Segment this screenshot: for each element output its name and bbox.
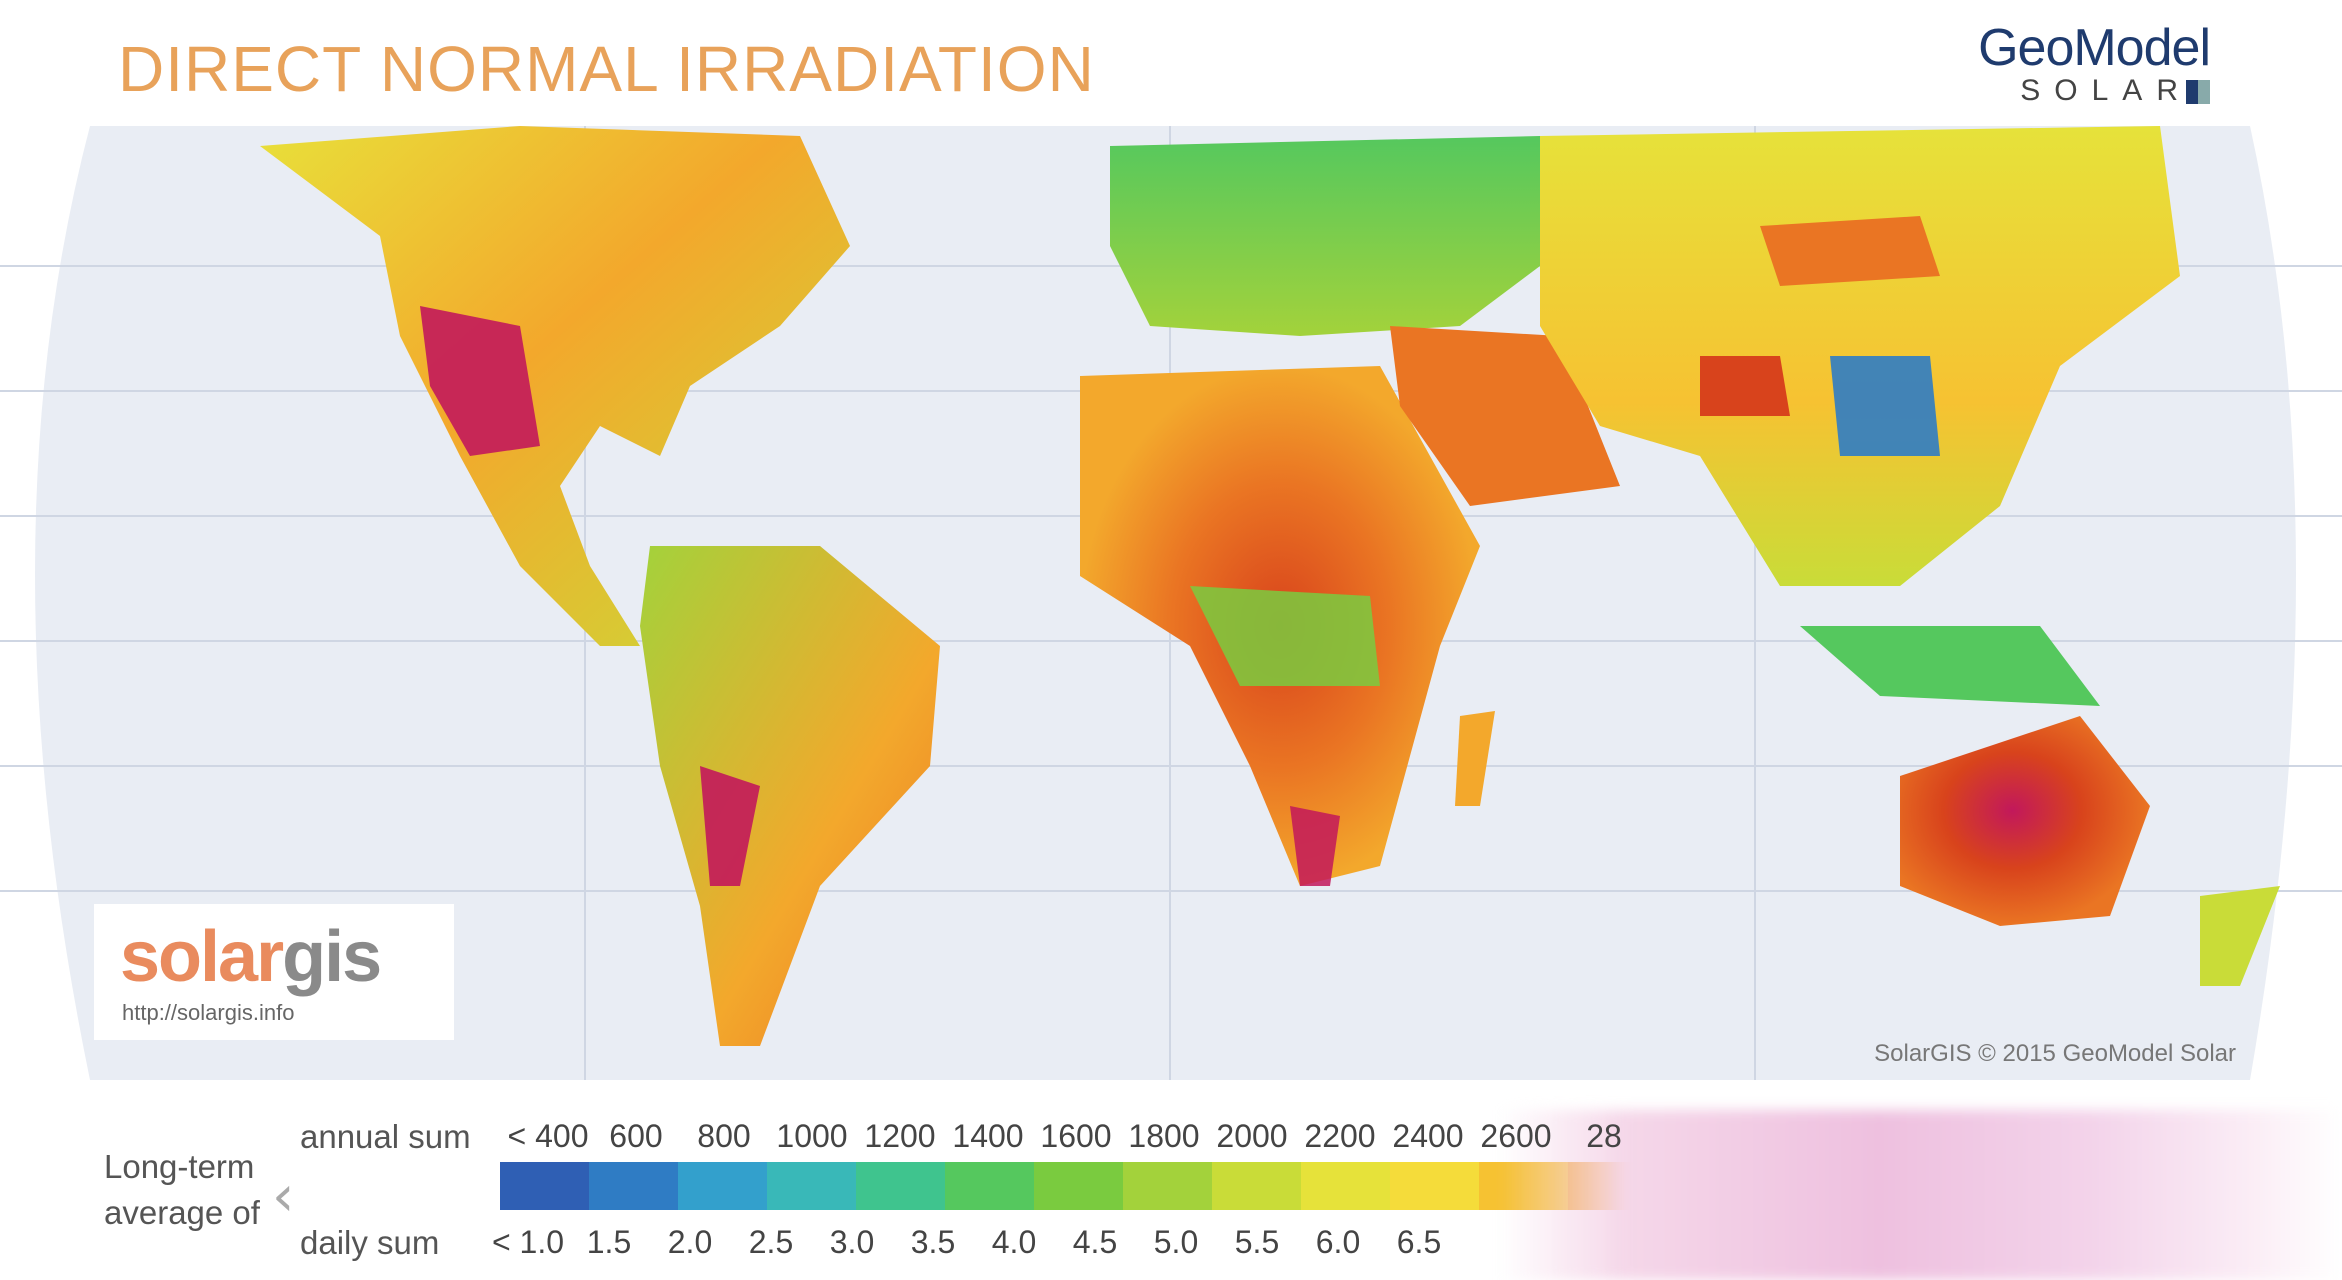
annual-tick-label: 1600	[1040, 1118, 1112, 1154]
annual-tick-label: 2200	[1304, 1118, 1376, 1154]
daily-tick-label: 3.5	[910, 1224, 956, 1260]
solargis-logo: solargis	[120, 916, 382, 998]
annual-tick-label: 2600	[1480, 1118, 1552, 1154]
daily-tick-label: 5.5	[1234, 1224, 1280, 1260]
daily-tick-label: 3.0	[829, 1224, 875, 1260]
annual-tick-label: 28	[1586, 1118, 1622, 1154]
annual-tick-label: 1400	[952, 1118, 1024, 1154]
annual-tick-label: 600	[609, 1118, 663, 1154]
daily-tick-label: 4.5	[1072, 1224, 1118, 1260]
region-tibet-high	[1700, 356, 1790, 416]
continent-europe	[1110, 136, 1580, 336]
map-title: DIRECT NORMAL IRRADIATION	[118, 33, 1095, 105]
solargis-logo-right: gis	[282, 917, 382, 997]
region-china-low	[1830, 356, 1940, 456]
continent-australia	[1900, 716, 2150, 926]
annual-tick-label: 800	[697, 1118, 751, 1154]
region-atacama-peak	[700, 766, 760, 886]
continent-north-america	[260, 126, 850, 646]
region-mongolia-high	[1760, 216, 1940, 286]
daily-tick-label: 5.0	[1153, 1224, 1199, 1260]
color-scale-cell	[1390, 1162, 1479, 1210]
solargis-logo-box: solargis http://solargis.info	[94, 904, 454, 1040]
copyright-credit: SolarGIS © 2015 GeoModel Solar	[1874, 1040, 2236, 1067]
color-scale-cell	[500, 1162, 589, 1210]
color-scale-cell	[945, 1162, 1034, 1210]
region-madagascar	[1455, 711, 1495, 806]
geomodel-logo: GeoModel SOLAR	[1978, 18, 2211, 108]
solargis-logo-left: solar	[120, 917, 284, 997]
legend-label-line1: Long-term	[104, 1148, 255, 1185]
color-scale-cell	[1123, 1162, 1212, 1210]
daily-tick-label: 2.5	[748, 1224, 794, 1260]
legend-label: Long-term average of	[104, 1144, 260, 1236]
brand-mark-icon	[2186, 80, 2210, 105]
annual-tick-label: 1200	[864, 1118, 936, 1154]
daily-tick-label: 6.0	[1315, 1224, 1361, 1260]
continent-south-america	[640, 546, 940, 1046]
legend-label-line2: average of	[104, 1194, 260, 1231]
region-mexico-peak	[420, 306, 540, 456]
solargis-url[interactable]: http://solargis.info	[122, 1000, 295, 1025]
daily-tick-label: < 1.0	[491, 1224, 565, 1260]
blurred-legend-overlay	[1500, 1110, 2342, 1280]
brand-sub: SOLAR	[1978, 74, 2210, 108]
region-new-zealand	[2200, 886, 2280, 986]
color-scale-cell	[589, 1162, 678, 1210]
color-scale-cell	[1034, 1162, 1123, 1210]
brand-name: GeoModel	[1978, 19, 2211, 77]
color-scale-cell	[1301, 1162, 1390, 1210]
chevron-left-icon: ‹	[272, 1164, 295, 1229]
region-southeast-asia	[1800, 626, 2100, 706]
daily-tick-label: 6.5	[1396, 1224, 1442, 1260]
color-scale-cell	[767, 1162, 856, 1210]
annual-sum-label: annual sum	[300, 1118, 471, 1155]
daily-sum-label: daily sum	[300, 1224, 440, 1261]
annual-tick-label: 2000	[1216, 1118, 1288, 1154]
annual-tick-label: 1800	[1128, 1118, 1200, 1154]
brand-sub-text: SOLAR	[2020, 74, 2192, 107]
region-namibia-peak	[1290, 806, 1340, 886]
annual-tick-label: 2400	[1392, 1118, 1464, 1154]
region-arabia	[1390, 326, 1620, 506]
annual-tick-label: < 400	[507, 1118, 589, 1154]
world-irradiation-map	[0, 126, 2342, 1080]
color-scale-cell	[678, 1162, 767, 1210]
daily-tick-label: 2.0	[667, 1224, 713, 1260]
color-scale-cell	[856, 1162, 945, 1210]
daily-tick-label: 4.0	[991, 1224, 1037, 1260]
daily-tick-label: 1.5	[586, 1224, 632, 1260]
region-central-africa	[1190, 586, 1380, 686]
color-scale-cell	[1212, 1162, 1301, 1210]
annual-tick-label: 1000	[776, 1118, 848, 1154]
